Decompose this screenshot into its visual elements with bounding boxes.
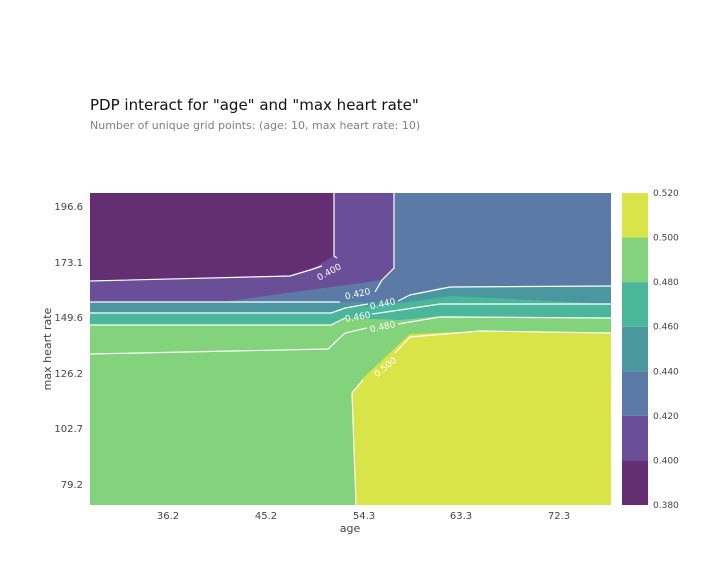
- chart-subtitle: Number of unique grid points: (age: 10, …: [90, 119, 420, 132]
- contour-line-0.420: [90, 193, 395, 303]
- x-tick-label: 54.3: [353, 511, 375, 522]
- colorbar-segment: [622, 415, 648, 461]
- x-axis: 36.2 45.2 54.3 63.3 72.3: [157, 511, 570, 522]
- colorbar-segment: [622, 237, 648, 283]
- colorbar-segment: [622, 193, 648, 238]
- y-tick-label: 173.1: [54, 258, 83, 269]
- contour-line-0.480: [89, 316, 612, 355]
- colorbar-segment: [622, 282, 648, 327]
- x-tick-label: 45.2: [255, 511, 277, 522]
- x-axis-label: age: [340, 522, 361, 535]
- colorbar-tick-label: 0.420: [653, 412, 679, 422]
- colorbar-tick-label: 0.400: [653, 456, 679, 466]
- plot-area: 0.400 0.420 0.440 0.460 0.480 0.500: [89, 193, 612, 506]
- colorbar-segment: [622, 460, 648, 505]
- x-tick-label: 63.3: [450, 511, 472, 522]
- y-tick-label: 196.6: [54, 202, 83, 213]
- region-0.500-0.520: [352, 331, 611, 505]
- colorbar-tick-label: 0.460: [653, 323, 679, 333]
- x-tick-label: 36.2: [157, 511, 179, 522]
- colorbar-tick-label: 0.440: [653, 367, 679, 377]
- y-tick-label: 149.6: [54, 313, 83, 324]
- y-tick-label: 79.2: [61, 480, 83, 491]
- y-axis-label: max heart rate: [41, 307, 54, 390]
- chart-title: PDP interact for "age" and "max heart ra…: [90, 96, 419, 114]
- colorbar: 0.380 0.400 0.420 0.440 0.460 0.480 0.500 0.520: [622, 189, 679, 511]
- colorbar-tick-label: 0.520: [653, 189, 679, 199]
- colorbar-segment: [622, 371, 648, 416]
- contour-line-0.500: [351, 330, 612, 506]
- contour-line-0.440: [90, 285, 612, 314]
- colorbar-tick-label: 0.480: [653, 278, 679, 288]
- y-tick-label: 126.2: [54, 369, 83, 380]
- colorbar-tick-label: 0.500: [653, 234, 679, 244]
- contour-line-0.400: [89, 193, 338, 282]
- y-tick-label: 102.7: [54, 424, 83, 435]
- colorbar-segment: [622, 326, 648, 372]
- contour-line-0.460: [90, 303, 611, 326]
- y-axis: 196.6 173.1 149.6 126.2 102.7 79.2: [54, 202, 83, 491]
- colorbar-tick-label: 0.380: [653, 501, 679, 511]
- x-tick-label: 72.3: [548, 511, 570, 522]
- contour-label: 0.460: [344, 311, 371, 325]
- region-0.380-0.400: [90, 193, 334, 281]
